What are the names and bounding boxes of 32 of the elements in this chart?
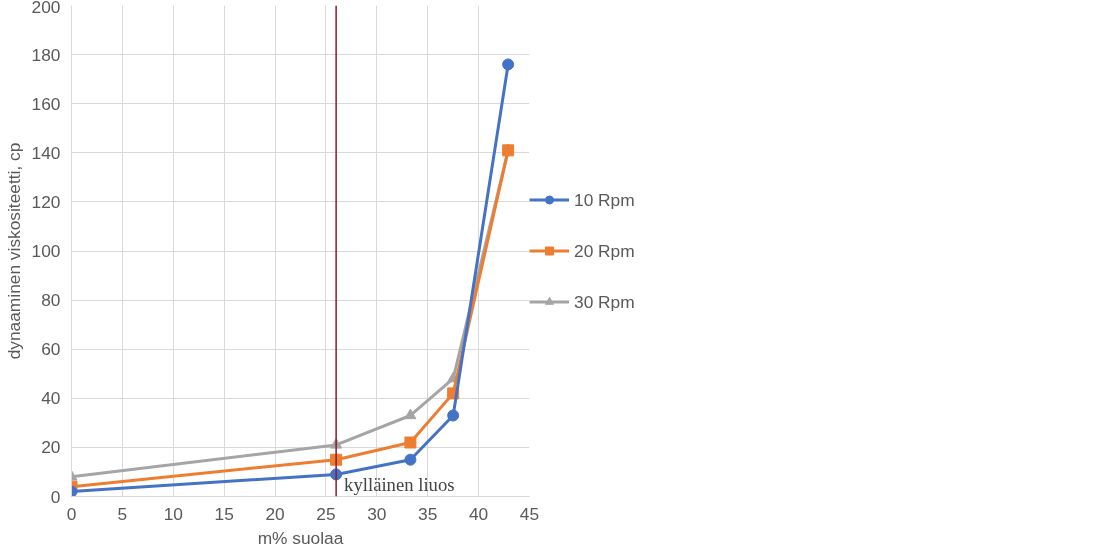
y-tick-label: 40 xyxy=(41,388,61,409)
y-tick-label: 100 xyxy=(31,241,61,261)
y-tick-label: 0 xyxy=(50,486,61,507)
y-tick-label: 160 xyxy=(31,93,61,114)
point xyxy=(447,409,460,422)
y-tick-label: 200 xyxy=(31,0,61,17)
y-tick-label: 180 xyxy=(31,44,61,65)
y-tick-label: 120 xyxy=(31,191,61,212)
y-tick-label: 60 xyxy=(41,339,61,360)
point xyxy=(404,408,417,420)
x-tick-label: 5 xyxy=(117,503,128,524)
x-tick-label: 25 xyxy=(316,503,336,524)
legend-label: 20 Rpm xyxy=(574,240,635,261)
x-tick-label: 40 xyxy=(468,503,489,524)
legend-label: 30 Rpm xyxy=(574,291,635,312)
x-tick-label: 30 xyxy=(367,503,387,524)
point xyxy=(404,436,417,449)
x-tick-label: 35 xyxy=(418,503,438,524)
ref-line-label: kylläinen liuos xyxy=(344,473,455,495)
point xyxy=(404,453,417,466)
y-tick-label: 140 xyxy=(31,142,61,163)
legend-label: 10 Rpm xyxy=(574,189,635,210)
x-tick-label: 45 xyxy=(519,503,540,524)
point xyxy=(502,58,515,71)
x-tick-label: 20 xyxy=(265,503,285,524)
x-axis-title: m% suolaa xyxy=(257,527,344,548)
y-tick-label: 20 xyxy=(41,437,61,458)
x-tick-label: 10 xyxy=(163,503,183,524)
x-tick-label: 0 xyxy=(66,503,77,524)
y-axis-title: dynaaminen viskositeetti, cp xyxy=(3,142,24,360)
y-tick-label: 80 xyxy=(41,290,61,311)
x-tick-label: 15 xyxy=(214,503,234,524)
